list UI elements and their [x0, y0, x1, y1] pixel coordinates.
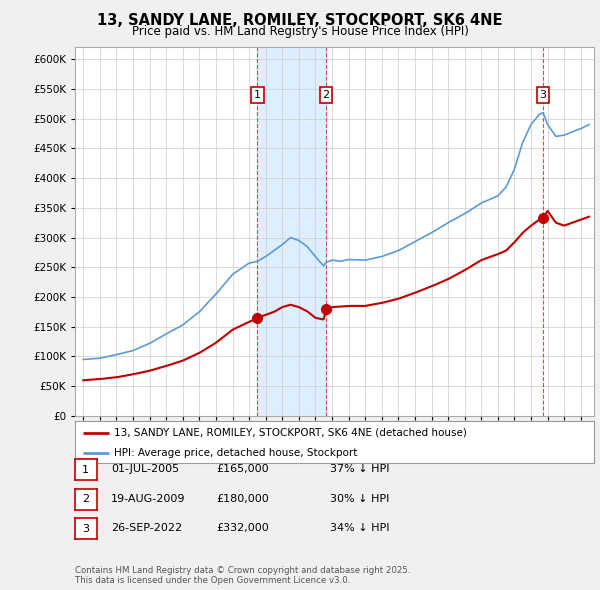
Text: 34% ↓ HPI: 34% ↓ HPI — [330, 523, 389, 533]
Text: £180,000: £180,000 — [216, 494, 269, 503]
Text: 1: 1 — [254, 90, 261, 100]
Text: 1: 1 — [82, 465, 89, 474]
Text: 3: 3 — [82, 524, 89, 533]
Text: £165,000: £165,000 — [216, 464, 269, 474]
Text: 3: 3 — [539, 90, 547, 100]
Text: 19-AUG-2009: 19-AUG-2009 — [111, 494, 185, 503]
Text: 13, SANDY LANE, ROMILEY, STOCKPORT, SK6 4NE (detached house): 13, SANDY LANE, ROMILEY, STOCKPORT, SK6 … — [114, 428, 467, 438]
Text: 2: 2 — [82, 494, 89, 504]
Text: 13, SANDY LANE, ROMILEY, STOCKPORT, SK6 4NE: 13, SANDY LANE, ROMILEY, STOCKPORT, SK6 … — [97, 13, 503, 28]
Bar — [257, 47, 326, 416]
Text: 30% ↓ HPI: 30% ↓ HPI — [330, 494, 389, 503]
Text: Contains HM Land Registry data © Crown copyright and database right 2025.
This d: Contains HM Land Registry data © Crown c… — [75, 566, 410, 585]
Text: £332,000: £332,000 — [216, 523, 269, 533]
Text: 26-SEP-2022: 26-SEP-2022 — [111, 523, 182, 533]
Text: 2: 2 — [322, 90, 329, 100]
Text: 37% ↓ HPI: 37% ↓ HPI — [330, 464, 389, 474]
Text: 01-JUL-2005: 01-JUL-2005 — [111, 464, 179, 474]
Text: HPI: Average price, detached house, Stockport: HPI: Average price, detached house, Stoc… — [114, 448, 358, 457]
Text: Price paid vs. HM Land Registry's House Price Index (HPI): Price paid vs. HM Land Registry's House … — [131, 25, 469, 38]
